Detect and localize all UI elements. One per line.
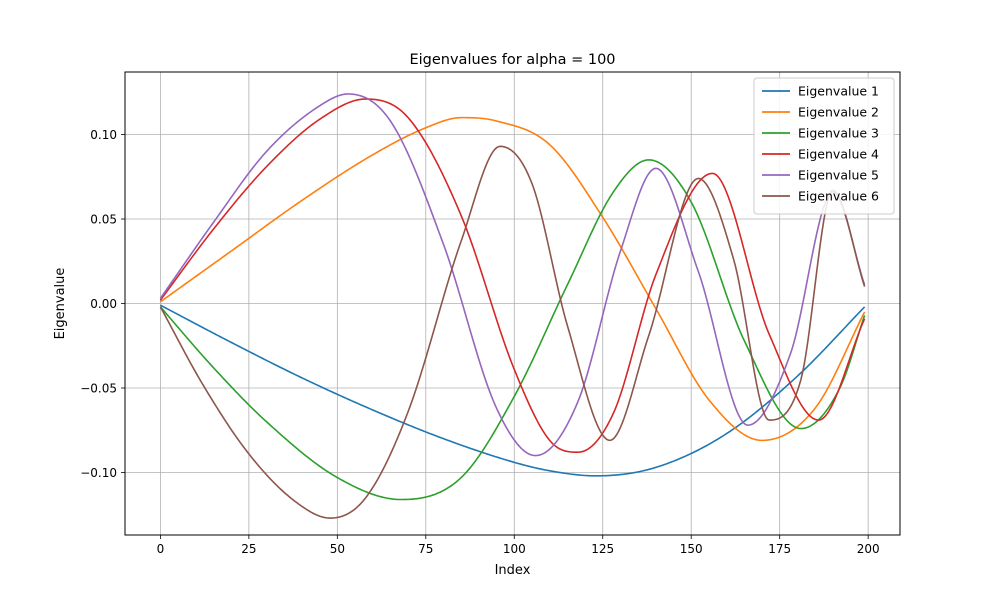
series-line-2	[159, 116, 866, 442]
series-line-6	[159, 145, 866, 519]
series-line-4	[159, 98, 866, 453]
x-axis-label: Index	[495, 563, 531, 578]
x-tick-label: 100	[503, 542, 526, 556]
y-axis-label: Eigenvalue	[53, 268, 68, 340]
legend-label: Eigenvalue 3	[798, 126, 879, 141]
legend-label: Eigenvalue 4	[798, 147, 879, 162]
legend-label: Eigenvalue 6	[798, 189, 879, 204]
x-tick-label: 25	[241, 542, 256, 556]
legend: Eigenvalue 1 Eigenvalue 2 Eigenvalue 3 Eige…	[753, 77, 895, 215]
x-tick-label: 0	[157, 542, 165, 556]
series-line-3	[159, 159, 866, 501]
chart-title: Eigenvalues for alpha = 100	[409, 52, 615, 68]
ticks: 0 25 50 75 100 125 150 175 200 −0.10 −0.05 0.00 0.05…	[80, 128, 879, 556]
legend-label: Eigenvalue 2	[798, 105, 879, 120]
y-tick-label: −0.10	[80, 466, 117, 480]
series-line-5	[159, 93, 866, 457]
series-line-1	[160, 304, 866, 477]
x-tick-label: 200	[857, 542, 880, 556]
y-tick-label: 0.10	[90, 128, 117, 142]
x-tick-label: 175	[768, 542, 791, 556]
y-tick-label: −0.05	[80, 381, 117, 395]
x-tick-label: 125	[591, 542, 614, 556]
plot-area	[159, 93, 866, 519]
x-tick-label: 75	[418, 542, 433, 556]
legend-label: Eigenvalue 1	[798, 84, 879, 99]
x-tick-label: 50	[330, 542, 345, 556]
y-tick-label: 0.05	[90, 213, 117, 227]
legend-label: Eigenvalue 5	[798, 168, 879, 183]
y-tick-label: 0.00	[90, 297, 117, 311]
x-tick-label: 150	[680, 542, 703, 556]
